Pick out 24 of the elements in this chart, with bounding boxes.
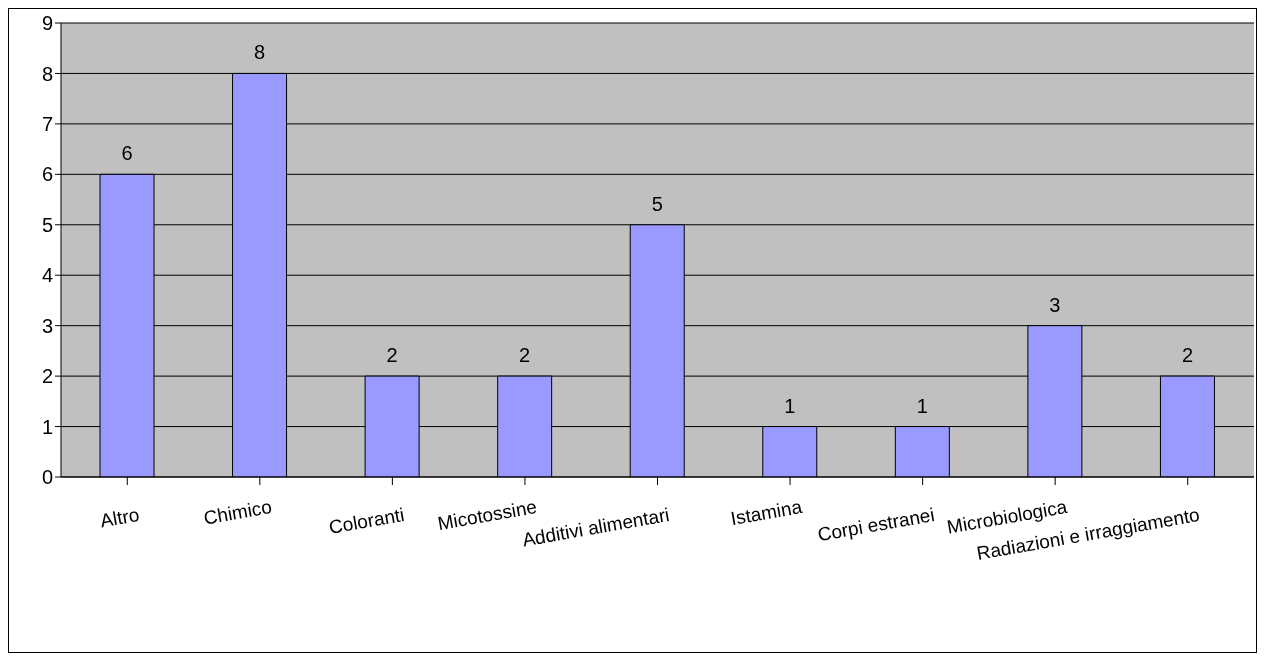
- data-label: 1: [784, 394, 796, 417]
- y-tick-label: 9: [41, 12, 53, 35]
- y-tick-label: 6: [41, 163, 53, 186]
- data-label: 8: [253, 41, 266, 64]
- x-tick-label: Corpi estranei: [815, 504, 937, 546]
- y-tick-label: 7: [41, 112, 53, 135]
- data-label: 2: [386, 344, 398, 367]
- y-tick-label: 1: [41, 415, 53, 438]
- y-tick-label: 5: [41, 213, 53, 236]
- data-label: 2: [519, 344, 531, 367]
- y-tick-label: 8: [41, 62, 53, 85]
- y-tick-label: 4: [41, 264, 53, 287]
- data-label: 1: [916, 394, 928, 417]
- data-label: 5: [651, 192, 663, 215]
- x-tick-label: Istamina: [729, 495, 804, 530]
- x-tick-label: Coloranti: [327, 504, 406, 538]
- y-tick-label: 0: [41, 466, 53, 489]
- y-tick-label: 3: [41, 314, 53, 337]
- data-label: 2: [1181, 344, 1194, 367]
- x-tick-label: Altro: [98, 504, 141, 532]
- x-tick-label: Chimico: [202, 496, 274, 529]
- y-tick-label: 2: [41, 365, 53, 388]
- data-label: 6: [121, 142, 133, 165]
- data-label: 3: [1049, 293, 1061, 316]
